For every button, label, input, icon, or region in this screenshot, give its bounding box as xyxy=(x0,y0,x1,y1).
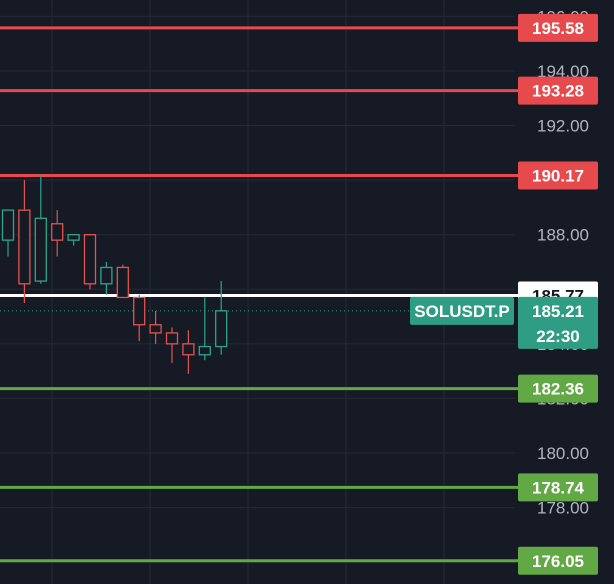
support-price-tag xyxy=(518,546,598,575)
y-tick-label: 180.00 xyxy=(537,444,589,463)
symbol-tag xyxy=(410,296,514,325)
bullish-candle-body xyxy=(100,266,113,285)
support-price-tag-label: 178.74 xyxy=(532,478,585,497)
bearish-candle-body xyxy=(182,343,195,356)
countdown-label: 22:30 xyxy=(536,327,579,346)
resistance-price-tag xyxy=(518,13,598,42)
resistance-price-tag-label: 193.28 xyxy=(532,82,584,101)
bearish-candle-body xyxy=(51,223,64,241)
price-tags: 195.58193.28190.17185.77182.36178.74176.… xyxy=(410,13,598,575)
bullish-candle-body xyxy=(67,234,80,241)
resistance-price-tag-label: 190.17 xyxy=(532,166,584,185)
bearish-candle-body xyxy=(165,332,179,345)
bullish-candle-body xyxy=(1,209,15,241)
bearish-candle-body xyxy=(18,209,31,285)
current-price-label: 185.21 xyxy=(532,302,584,321)
support-price-tag-label: 182.36 xyxy=(532,380,584,399)
support-price-tag xyxy=(518,473,598,502)
support-price-tag-label: 176.05 xyxy=(532,552,584,571)
symbol-label: SOLUSDT.P xyxy=(414,302,509,321)
y-tick-label: 188.00 xyxy=(537,226,589,245)
current-price-tag xyxy=(518,296,598,349)
bearish-candle-body xyxy=(116,266,129,299)
bearish-candle-body xyxy=(149,324,162,334)
y-tick-label: 194.00 xyxy=(537,62,589,81)
bullish-candle-body xyxy=(34,217,47,282)
candlestick-series xyxy=(1,174,228,374)
bullish-candle-body xyxy=(198,345,211,356)
support-price-tag xyxy=(518,374,598,403)
y-tick-label: 192.00 xyxy=(537,117,589,136)
y-tick-label: 178.00 xyxy=(537,499,589,518)
chart-grid xyxy=(0,0,515,584)
resistance-price-tag xyxy=(518,76,598,105)
resistance-price-tag-label: 195.58 xyxy=(532,19,584,38)
bearish-candle-body xyxy=(133,296,146,326)
bearish-candle-body xyxy=(83,234,97,285)
bullish-candle-body xyxy=(215,310,228,348)
horizontal-levels xyxy=(0,26,518,563)
resistance-price-tag xyxy=(518,161,598,190)
